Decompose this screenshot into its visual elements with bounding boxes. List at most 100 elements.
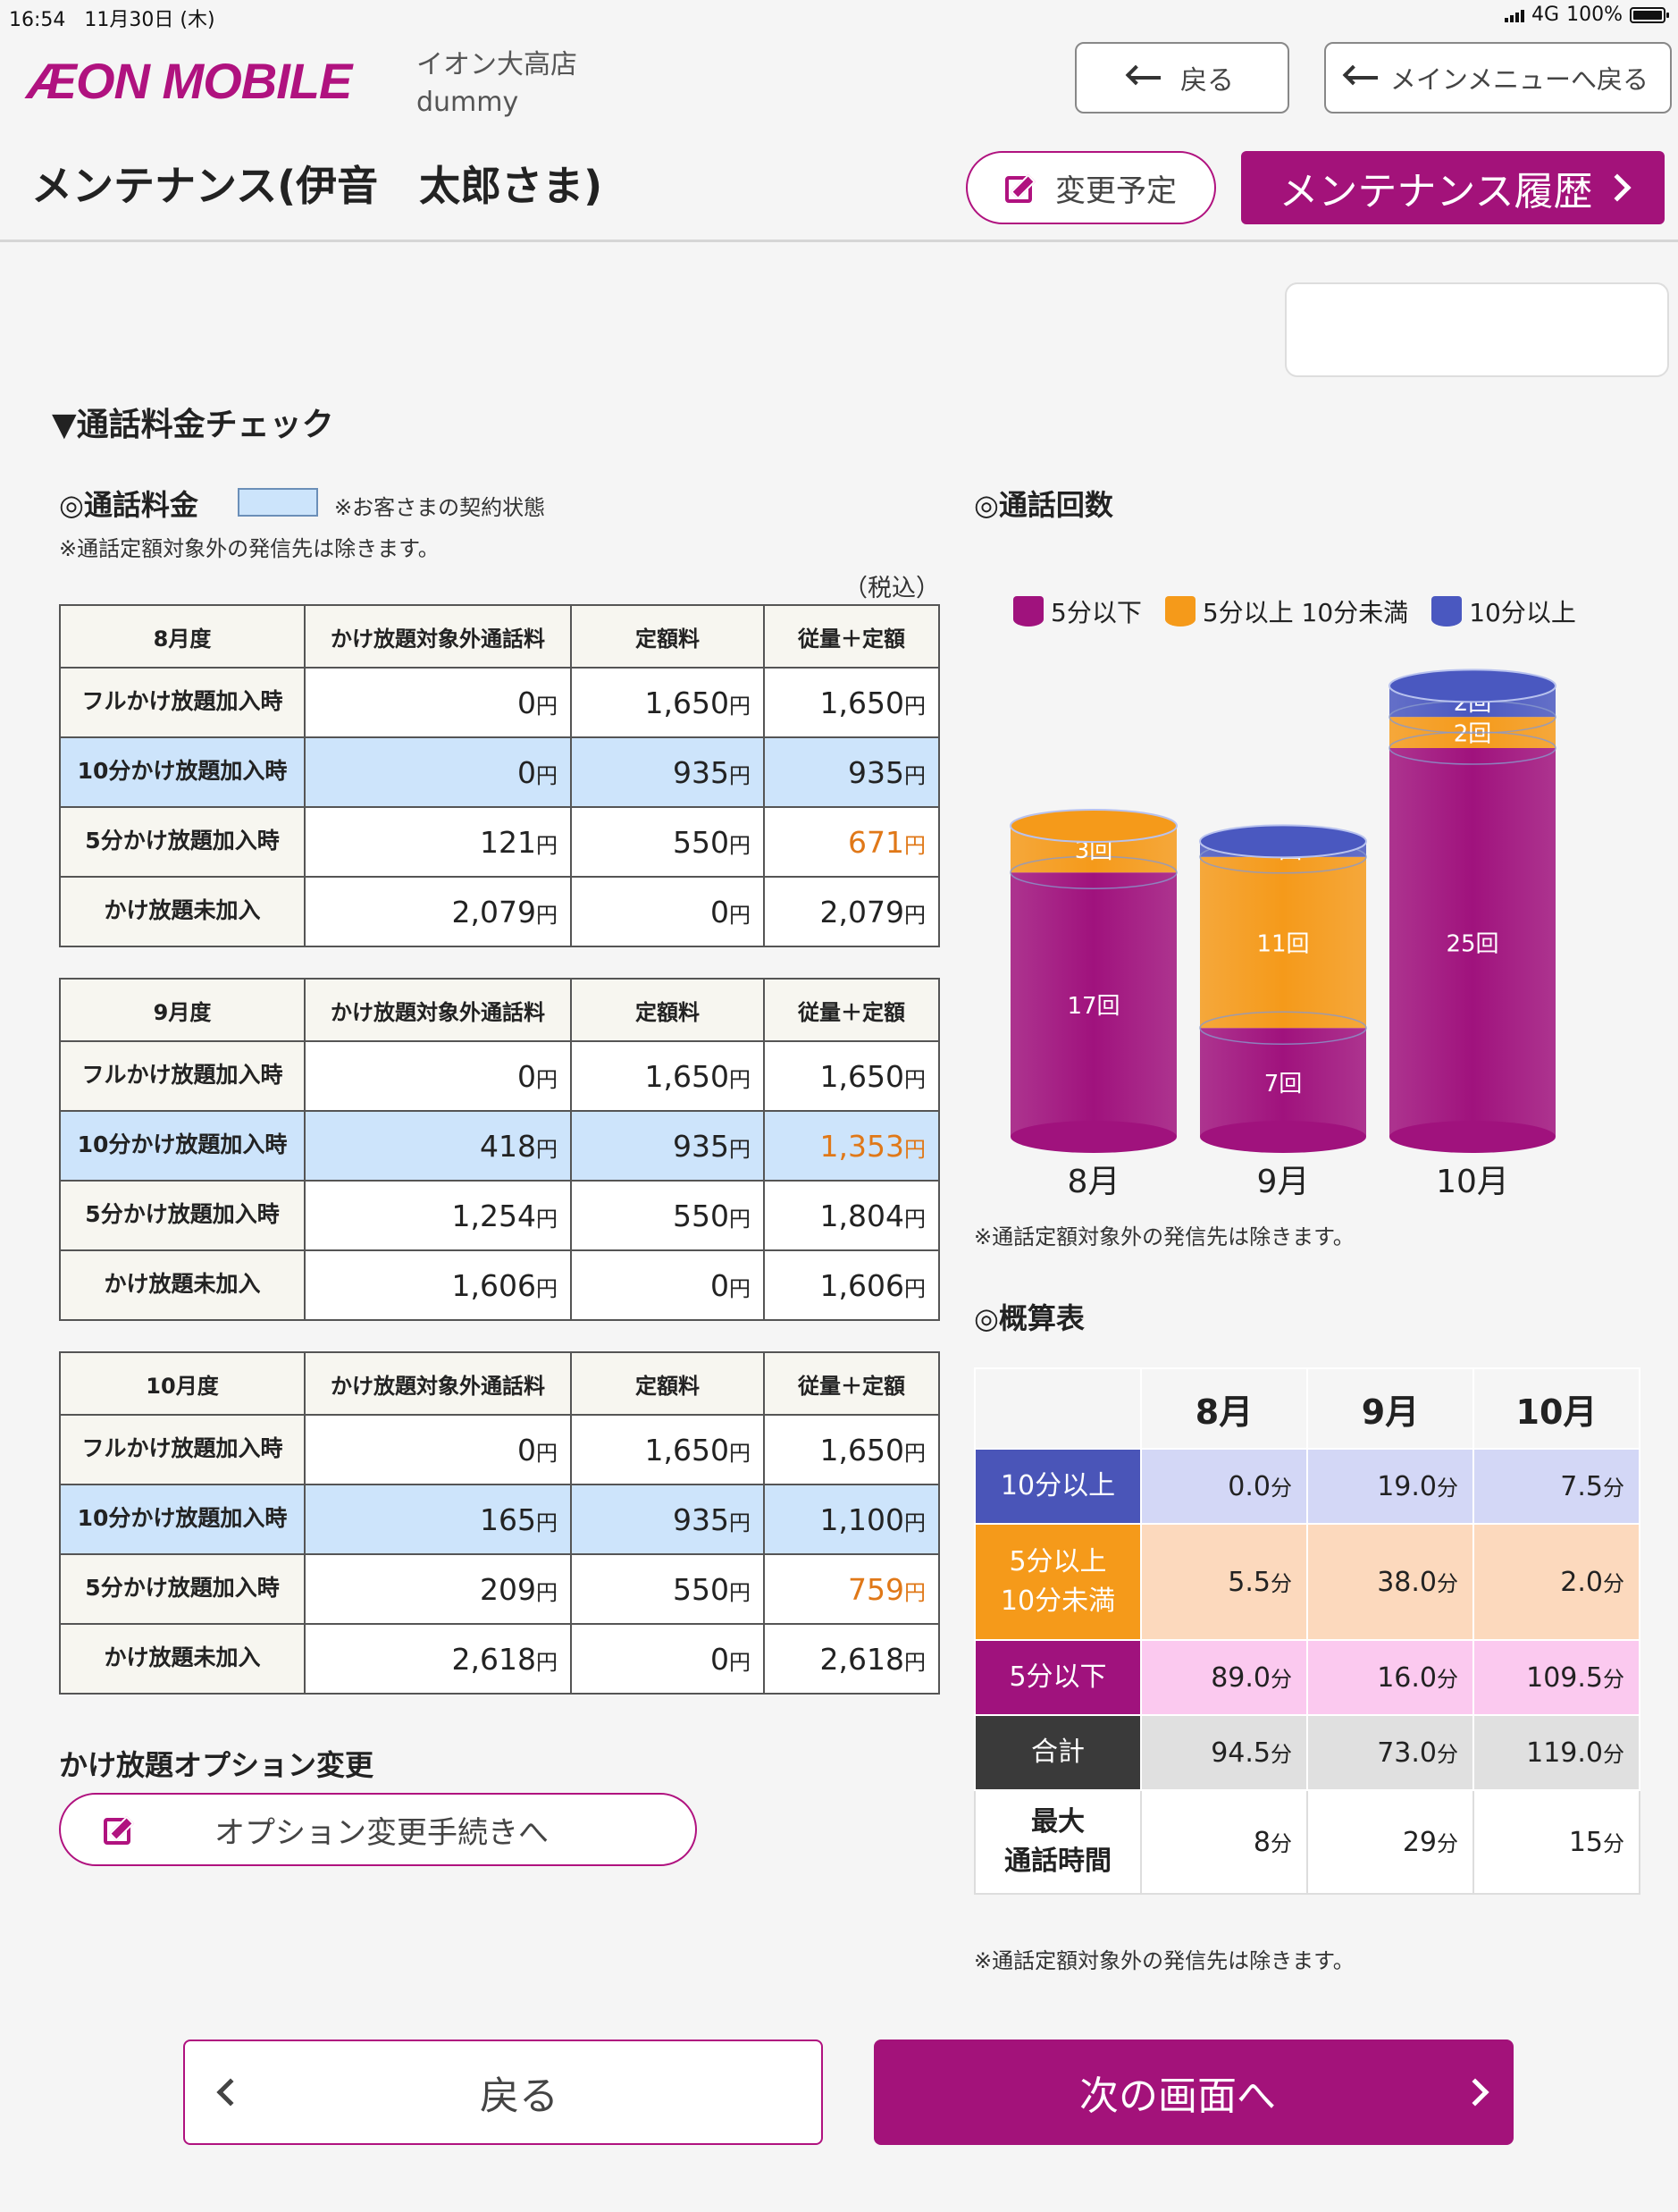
yen-unit: 円 bbox=[904, 1649, 926, 1675]
summary-value: 8 bbox=[1253, 1827, 1271, 1858]
fee-value: 1,650 bbox=[819, 1432, 904, 1468]
fee-value: 1,650 bbox=[819, 1058, 904, 1094]
minute-unit: 分 bbox=[1437, 1831, 1458, 1856]
yen-unit: 円 bbox=[729, 1136, 751, 1162]
battery-level: 100% bbox=[1566, 4, 1623, 26]
yen-unit: 円 bbox=[904, 762, 926, 788]
summary-cell: 38.0分 bbox=[1306, 1523, 1474, 1641]
fee-value: 1,804 bbox=[819, 1198, 904, 1233]
fee-table: 9月度 かけ放題対象外通話料 定額料 従量＋定額 フルかけ放題加入時 0円 1,650円 1,… bbox=[59, 978, 940, 1321]
fee-cell-fixed: 1,650円 bbox=[570, 1414, 765, 1485]
fee-cell-outside: 0円 bbox=[304, 667, 572, 738]
fee-value: 0 bbox=[517, 1058, 536, 1094]
summary-value: 5.5 bbox=[1228, 1567, 1271, 1598]
yen-unit: 円 bbox=[904, 1579, 926, 1605]
yen-unit: 円 bbox=[729, 1275, 751, 1301]
fee-table: 10月度 かけ放題対象外通話料 定額料 従量＋定額 フルかけ放題加入時 0円 1,650円 1… bbox=[59, 1351, 940, 1695]
fee-cell-outside: 121円 bbox=[304, 806, 572, 878]
arrow-left-icon bbox=[1130, 76, 1161, 80]
fee-cell-fixed: 935円 bbox=[570, 736, 765, 808]
fee-value: 2,079 bbox=[819, 894, 904, 929]
minute-unit: 分 bbox=[1271, 1742, 1292, 1767]
row-label: 5分かけ放題加入時 bbox=[59, 806, 306, 878]
yen-unit: 円 bbox=[536, 1275, 558, 1301]
legend-label: 10分以上 bbox=[1469, 598, 1576, 627]
fee-value: 165 bbox=[480, 1501, 536, 1537]
summary-cell: 119.0分 bbox=[1472, 1714, 1640, 1791]
summary-value: 94.5 bbox=[1211, 1737, 1271, 1769]
column-header: かけ放題対象外通話料 bbox=[304, 604, 572, 669]
summary-value: 119.0 bbox=[1526, 1737, 1603, 1769]
fee-value: 550 bbox=[673, 1571, 729, 1607]
network-type: 4G bbox=[1531, 4, 1560, 26]
contract-legend-swatch bbox=[238, 488, 318, 517]
fee-cell-fixed: 550円 bbox=[570, 1180, 765, 1251]
fee-value: 935 bbox=[848, 754, 904, 790]
summary-row-label: 5分以下 bbox=[974, 1639, 1142, 1716]
fee-cell-total: 935円 bbox=[763, 736, 940, 808]
segment-divider bbox=[1199, 1011, 1367, 1045]
minute-unit: 分 bbox=[1271, 1571, 1292, 1596]
summary-cell: 2.0分 bbox=[1472, 1523, 1640, 1641]
fee-value: 2,079 bbox=[451, 894, 536, 929]
table-row: フルかけ放題加入時 0円 1,650円 1,650円 bbox=[59, 1414, 940, 1485]
fee-cell-outside: 1,254円 bbox=[304, 1180, 572, 1251]
fee-value: 0 bbox=[710, 1267, 729, 1303]
legend-label: 5分以下 bbox=[1051, 598, 1142, 627]
maintenance-history-button[interactable]: メンテナンス履歴 bbox=[1241, 151, 1665, 224]
row-label: 10分かけ放題加入時 bbox=[59, 1110, 306, 1182]
column-header: 従量＋定額 bbox=[763, 1351, 940, 1416]
yen-unit: 円 bbox=[904, 693, 926, 719]
fee-value: 1,254 bbox=[451, 1198, 536, 1233]
minute-unit: 分 bbox=[1437, 1742, 1458, 1767]
yen-unit: 円 bbox=[536, 1440, 558, 1466]
fee-cell-total: 759円 bbox=[763, 1553, 940, 1625]
column-header: 従量＋定額 bbox=[763, 978, 940, 1042]
summary-value: 109.5 bbox=[1526, 1662, 1603, 1694]
yen-unit: 円 bbox=[536, 1579, 558, 1605]
fee-value: 759 bbox=[848, 1571, 904, 1607]
fee-table: 8月度 かけ放題対象外通話料 定額料 従量＋定額 フルかけ放題加入時 0円 1,650円 1,… bbox=[59, 604, 940, 947]
yen-unit: 円 bbox=[729, 1579, 751, 1605]
category-label: 10月 bbox=[1436, 1164, 1509, 1200]
fee-value: 1,650 bbox=[644, 1432, 729, 1468]
fee-value: 935 bbox=[673, 754, 729, 790]
summary-table: 8月 9月 10月 10分以上 0.0分 19.0分 7.5分 5分以上 10分未満 5.5分 3… bbox=[974, 1367, 1640, 1895]
summary-header: 8月 9月 10月 bbox=[974, 1367, 1640, 1450]
fee-cell-outside: 1,606円 bbox=[304, 1249, 572, 1321]
table-row: 5分かけ放題加入時 121円 550円 671円 bbox=[59, 806, 940, 878]
fee-value: 0 bbox=[710, 1641, 729, 1677]
fee-value: 1,606 bbox=[819, 1267, 904, 1303]
option-change-button[interactable]: オプション変更手続きへ bbox=[59, 1793, 697, 1866]
main-menu-button[interactable]: メインメニューへ戻る bbox=[1324, 42, 1672, 114]
legend-item-5to10: 5分以上 10分未満 bbox=[1164, 593, 1408, 629]
fee-cell-outside: 0円 bbox=[304, 1040, 572, 1112]
summary-row: 5分以下 89.0分 16.0分 109.5分 bbox=[974, 1639, 1640, 1716]
yen-unit: 円 bbox=[904, 902, 926, 928]
yen-unit: 円 bbox=[536, 832, 558, 858]
summary-value: 29 bbox=[1402, 1827, 1437, 1858]
minute-unit: 分 bbox=[1271, 1831, 1292, 1856]
next-screen-button[interactable]: 次の画面へ bbox=[874, 2040, 1514, 2145]
summary-row-label: 合計 bbox=[974, 1714, 1142, 1791]
table-row: フルかけ放題加入時 0円 1,650円 1,650円 bbox=[59, 667, 940, 738]
month-header: 10月度 bbox=[59, 1351, 306, 1416]
summary-value: 38.0 bbox=[1377, 1567, 1437, 1598]
summary-cell: 19.0分 bbox=[1306, 1448, 1474, 1525]
minute-unit: 分 bbox=[1603, 1476, 1624, 1501]
store-name: イオン大高店 bbox=[416, 49, 577, 80]
fee-cell-fixed: 550円 bbox=[570, 806, 765, 878]
footer-back-button[interactable]: 戻る bbox=[183, 2040, 823, 2145]
yen-unit: 円 bbox=[904, 832, 926, 858]
fee-cell-fixed: 1,650円 bbox=[570, 1040, 765, 1112]
yen-unit: 円 bbox=[729, 902, 751, 928]
change-plan-button[interactable]: 変更予定 bbox=[966, 151, 1216, 224]
fee-cell-total: 1,650円 bbox=[763, 1414, 940, 1485]
column-header: 定額料 bbox=[570, 604, 765, 669]
table-row: 5分かけ放題加入時 1,254円 550円 1,804円 bbox=[59, 1180, 940, 1251]
fee-value: 1,650 bbox=[644, 685, 729, 720]
option-change-title: かけ放題オプション変更 bbox=[59, 1748, 374, 1782]
back-button[interactable]: 戻る bbox=[1075, 42, 1289, 114]
fee-cell-fixed: 0円 bbox=[570, 1623, 765, 1695]
minute-unit: 分 bbox=[1437, 1476, 1458, 1501]
